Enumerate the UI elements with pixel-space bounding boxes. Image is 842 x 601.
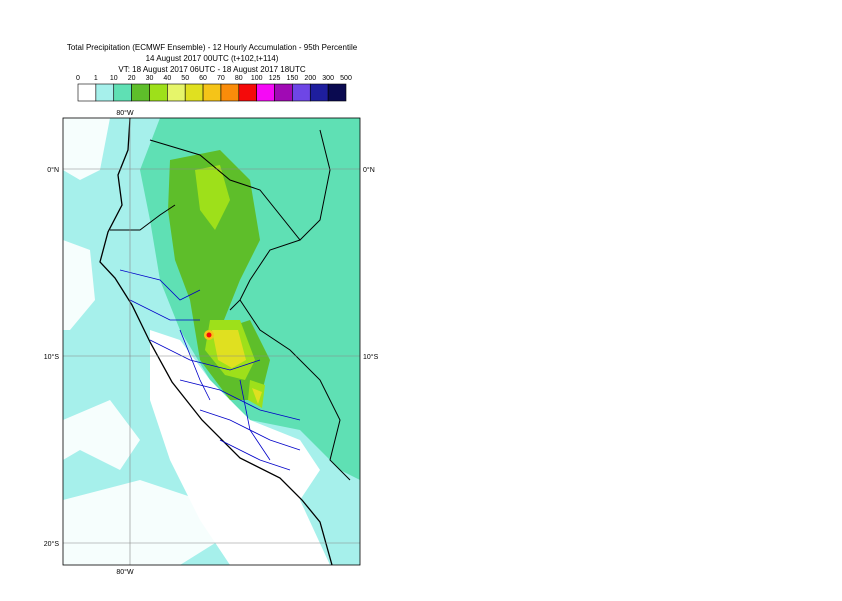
colorbar-box xyxy=(309,83,329,102)
colorbar-box xyxy=(77,83,97,102)
colorbar-box xyxy=(149,83,168,102)
coastline xyxy=(99,118,333,565)
lon-label: 80°W xyxy=(116,109,134,117)
colorbar-box xyxy=(184,83,204,102)
land-dry xyxy=(150,330,330,565)
colorbar-label: 125 xyxy=(269,75,281,82)
colorbar-label: 70 xyxy=(217,75,225,82)
borders xyxy=(110,129,351,481)
colorbar-label: 60 xyxy=(199,75,207,82)
colorbar-box xyxy=(131,83,150,102)
run-info: 14 August 2017 00UTC (t+102,t+114) xyxy=(146,54,279,63)
colorbar-label: 300 xyxy=(322,75,334,82)
lat-label: 0°N xyxy=(47,166,59,174)
lat-label: 0°N xyxy=(363,166,375,174)
lat-label: 20°S xyxy=(44,540,60,548)
colorbar-box xyxy=(292,83,311,102)
dry-ocean xyxy=(63,118,220,565)
colorbar-label: 500 xyxy=(340,75,352,82)
colorbar-box xyxy=(167,83,186,102)
colorbar-label: 150 xyxy=(287,75,299,82)
map-frame xyxy=(62,117,361,566)
title: Total Precipitation (ECMWF Ensemble) - 1… xyxy=(67,43,358,52)
map xyxy=(63,118,360,565)
colorbar-box xyxy=(274,83,293,102)
rain-50 xyxy=(212,330,262,404)
lat-label: 10°S xyxy=(363,353,379,361)
colorbar-box xyxy=(113,83,132,102)
colorbar-box xyxy=(238,83,257,102)
colorbar-label: 20 xyxy=(128,75,136,82)
colorbar-label: 80 xyxy=(235,75,243,82)
lon-label: 80°W xyxy=(116,568,134,576)
rain-30 xyxy=(195,165,265,408)
colorbar-label: 0 xyxy=(76,75,80,82)
regions xyxy=(119,269,301,471)
colorbar-box xyxy=(256,83,275,102)
colorbar-label: 10 xyxy=(110,75,118,82)
colorbar-label: 30 xyxy=(146,75,154,82)
colorbar-label: 1 xyxy=(94,75,98,82)
rain-80 xyxy=(206,332,212,338)
valid-time: VT: 18 August 2017 06UTC - 18 August 201… xyxy=(118,65,305,74)
colorbar-box xyxy=(327,83,347,102)
colorbar-label: 200 xyxy=(304,75,316,82)
lat-label: 10°S xyxy=(44,353,60,361)
colorbar-label: 50 xyxy=(181,75,189,82)
colorbar-box xyxy=(220,83,240,102)
colorbar-label: 100 xyxy=(251,75,263,82)
colorbar-box xyxy=(95,83,115,102)
colorbar-label: 40 xyxy=(163,75,171,82)
colorbar: 0 1 10 20 30 40 50 60 70 80 100 125 150 200 300 500 xyxy=(76,75,352,102)
colorbar-box xyxy=(202,83,222,102)
